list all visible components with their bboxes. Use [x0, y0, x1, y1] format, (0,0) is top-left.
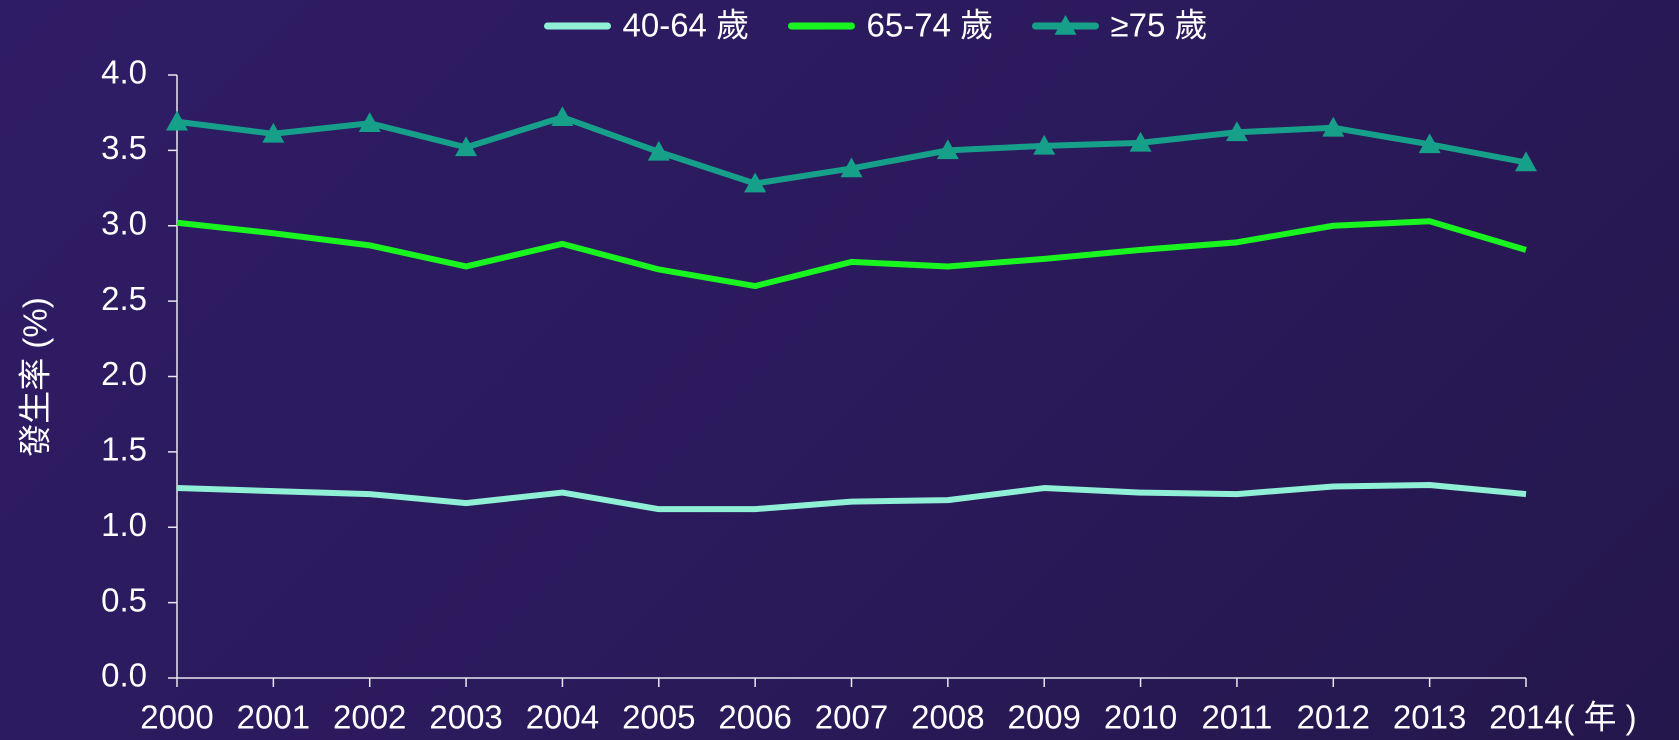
x-tick-label: 2001: [237, 699, 310, 736]
x-tick-label: 2014: [1489, 699, 1562, 736]
y-tick-label: 1.0: [101, 506, 147, 543]
point-marker: [1515, 151, 1537, 172]
x-tick-label: 2007: [815, 699, 888, 736]
point-marker: [744, 172, 767, 193]
x-tick-label: 2012: [1297, 699, 1370, 736]
y-tick-label: 3.5: [101, 129, 147, 166]
x-tick-label: 2010: [1104, 699, 1177, 736]
x-tick-label: 2006: [718, 699, 791, 736]
point-marker: [455, 136, 478, 157]
x-tick-label: 2002: [333, 699, 406, 736]
x-axis-label: ( 年 ): [1563, 699, 1636, 736]
point-marker: [166, 110, 188, 131]
y-axis-label: 發生率 (%): [17, 297, 54, 457]
x-tick-label: 2003: [429, 699, 502, 736]
point-marker: [551, 106, 574, 127]
line-series: [176, 218, 1527, 290]
y-tick-label: 2.0: [101, 355, 147, 392]
point-marker: [1418, 133, 1441, 154]
y-tick-label: 3.0: [101, 204, 147, 241]
y-tick-label: 0.0: [101, 657, 147, 694]
y-tick-label: 1.5: [101, 431, 147, 468]
y-tick-label: 0.5: [101, 581, 147, 618]
legend-label: 40-64 歲: [623, 7, 750, 44]
x-tick-label: 2011: [1201, 699, 1272, 736]
y-tick-label: 2.5: [101, 280, 147, 317]
line-series: [176, 482, 1527, 513]
legend-label: ≥75 歲: [1111, 7, 1208, 44]
point-marker: [1129, 131, 1152, 152]
y-tick-label: 4.0: [101, 54, 147, 91]
point-marker: [358, 112, 381, 133]
point-marker: [1033, 134, 1056, 155]
x-tick-label: 2008: [911, 699, 984, 736]
point-marker: [840, 157, 863, 178]
point-marker: [1322, 116, 1345, 137]
legend-marker: [1054, 15, 1077, 35]
point-marker: [647, 140, 670, 161]
x-tick-label: 2005: [622, 699, 695, 736]
x-tick-label: 2000: [140, 699, 213, 736]
x-tick-label: 2009: [1008, 699, 1081, 736]
x-tick-label: 2004: [526, 699, 599, 736]
x-tick-label: 2013: [1393, 699, 1466, 736]
point-marker: [1225, 121, 1248, 142]
point-marker: [936, 139, 959, 160]
legend-label: 65-74 歲: [867, 7, 994, 44]
point-marker: [262, 122, 285, 143]
